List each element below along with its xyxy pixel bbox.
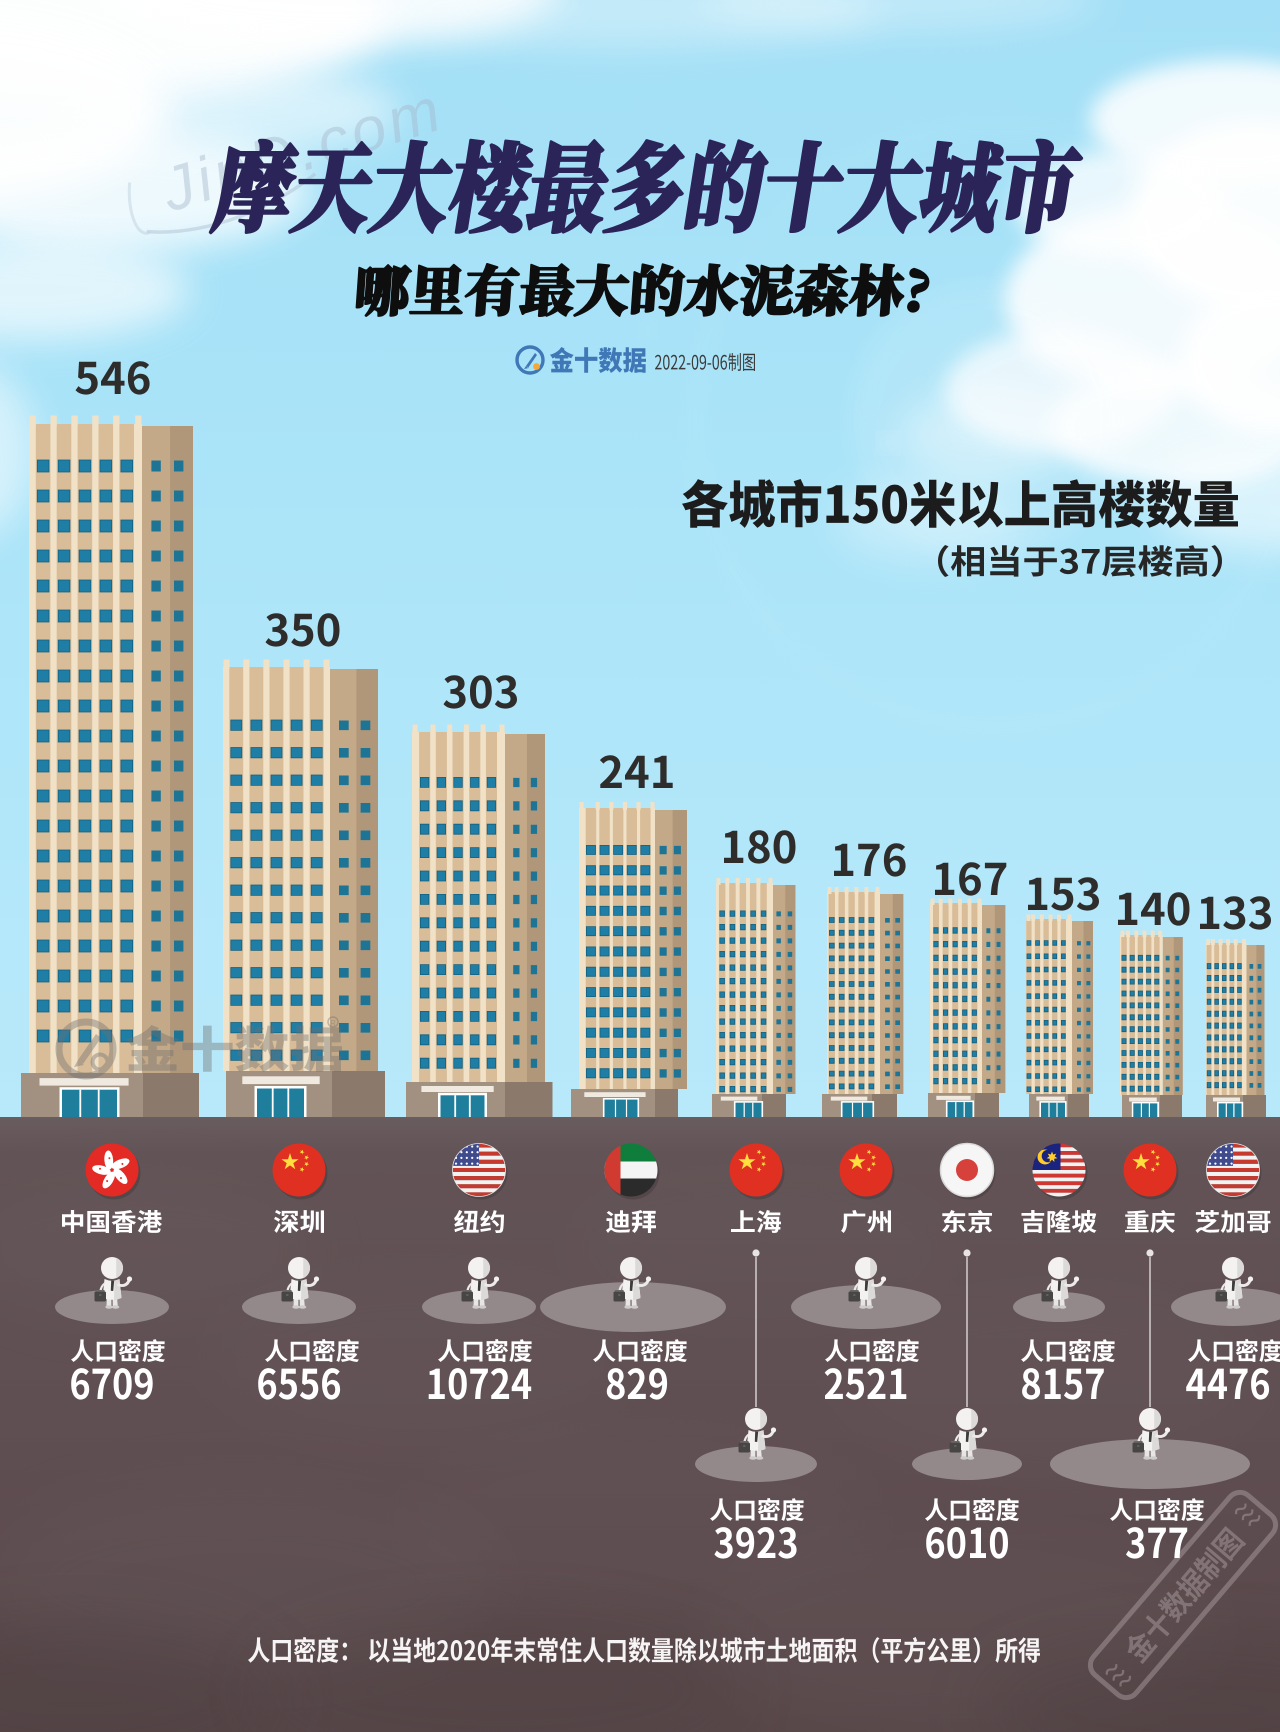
svg-text:R: R: [330, 1019, 336, 1028]
